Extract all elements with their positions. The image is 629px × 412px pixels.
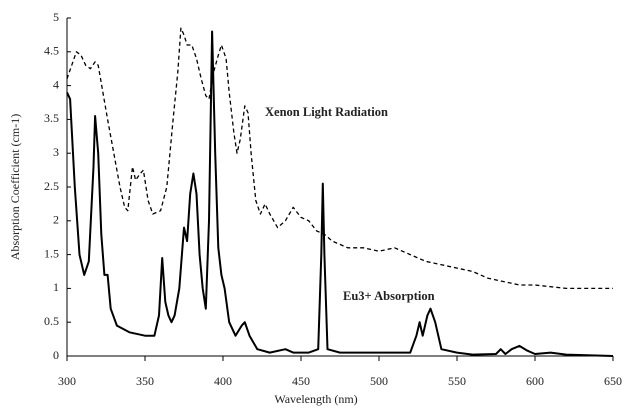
y-tick-label: 4.5	[44, 44, 59, 58]
y-tick-label: 5	[53, 10, 59, 24]
x-tick-label: 650	[604, 374, 622, 388]
y-tick-label: 3.5	[44, 111, 59, 125]
x-tick-label: 400	[214, 374, 232, 388]
x-axis-title: Wavelength (nm)	[274, 392, 357, 406]
y-tick-label: 2.5	[44, 179, 59, 193]
x-tick-label: 550	[448, 374, 466, 388]
y-tick-label: 1	[53, 280, 59, 294]
y-tick-label: 0.5	[44, 314, 59, 328]
y-tick-label: 1.5	[44, 246, 59, 260]
line-series	[66, 27, 613, 290]
y-axis-title: Absorption Coefficient (cm-1)	[8, 114, 22, 260]
x-tick-label: 600	[526, 374, 544, 388]
series-label: Xenon Light Radiation	[265, 105, 388, 119]
x-tick-label: 300	[58, 374, 76, 388]
y-tick-label: 3	[53, 145, 59, 159]
y-tick-label: 4	[53, 77, 59, 91]
series-label: Eu3+ Absorption	[343, 289, 435, 303]
y-tick-label: 0	[53, 348, 59, 362]
y-tick-label: 2	[53, 213, 59, 227]
line-series	[66, 30, 614, 357]
x-tick-label: 500	[370, 374, 388, 388]
x-tick-label: 450	[292, 374, 310, 388]
x-tick-label: 350	[136, 374, 154, 388]
